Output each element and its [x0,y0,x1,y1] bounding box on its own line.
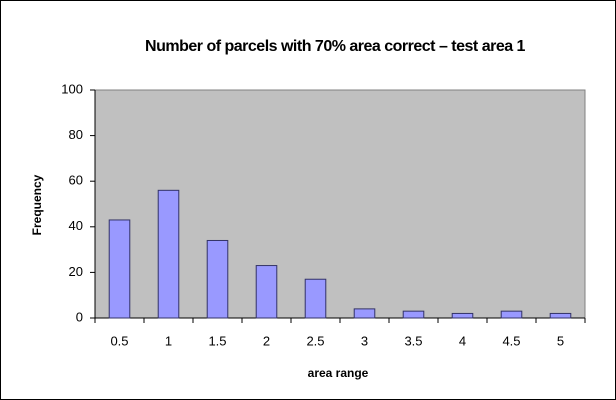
bar [549,312,572,319]
chart-title: Number of parcels with 70% area correct … [145,38,526,55]
bar [157,189,180,319]
bar [451,312,474,319]
x-tick-label: 4.5 [502,333,520,348]
x-tick-label: 0.5 [110,333,128,348]
x-tick-label: 4 [459,333,466,348]
bar [353,308,376,319]
x-tick-label: 3.5 [404,333,422,348]
y-tick-label: 60 [69,173,83,188]
x-tick-label: 2 [263,333,270,348]
x-tick-label: 1.5 [208,333,226,348]
y-axis-title: Frequency [30,174,44,235]
bar [108,219,131,319]
y-tick-label: 20 [69,264,83,279]
x-tick-label: 5 [557,333,564,348]
x-tick-label: 1 [165,333,172,348]
bar [500,310,523,319]
y-tick-label: 100 [61,81,83,96]
bar [402,310,425,319]
x-tick-label: 2.5 [306,333,324,348]
x-axis-title: area range [308,366,369,380]
y-tick-label: 80 [69,127,83,142]
bar [304,278,327,319]
bar [255,265,278,319]
y-tick-label: 0 [76,309,83,324]
y-tick-label: 40 [69,218,83,233]
bar [206,239,229,319]
x-tick-label: 3 [361,333,368,348]
